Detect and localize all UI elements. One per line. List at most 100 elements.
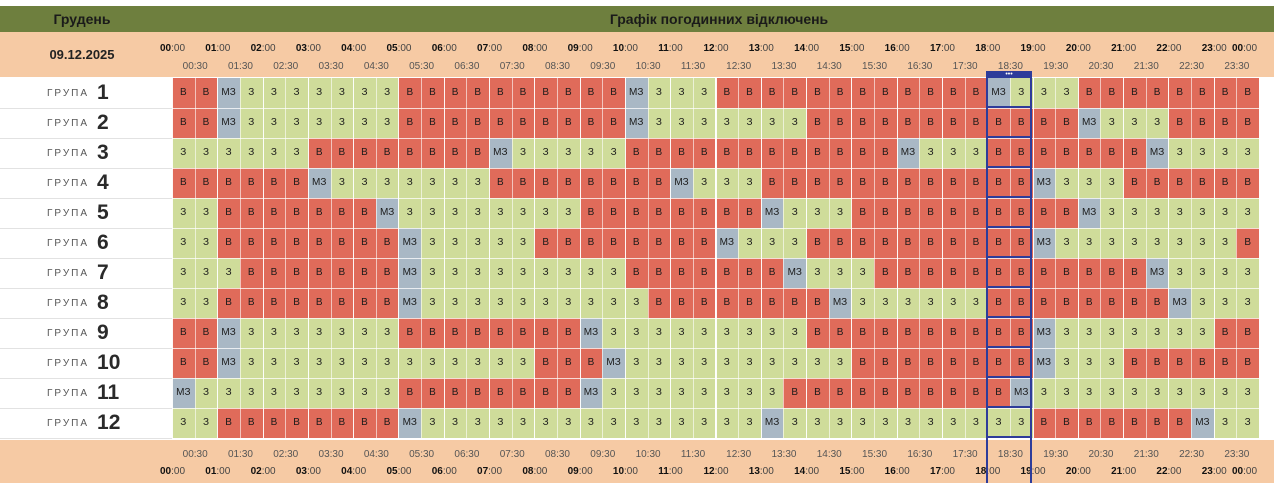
schedule-cell: В [783,78,807,108]
schedule-cell: В [1168,408,1192,438]
schedule-cell: МЗ [624,78,648,108]
group-word: ГРУПА [46,417,90,429]
schedule-cell: В [987,168,1010,198]
schedule-cell: З [647,378,671,408]
hour-label: 15:00 [839,43,865,54]
grid-hline [172,108,1259,109]
schedule-cell: В [1191,348,1214,378]
schedule-cell: З [874,408,897,438]
schedule-cell: МЗ [1191,408,1214,438]
grid-vline [783,78,785,440]
grid-vline [670,78,672,440]
schedule-cell: В [783,168,807,198]
schedule-cell: В [647,258,671,288]
schedule-cell: В [624,198,648,228]
schedule-cell: МЗ [579,378,603,408]
hour-label: 08:00 [522,43,548,54]
grid-vline [964,78,966,440]
schedule-cell: З [647,318,671,348]
schedule-cell: З [783,228,807,258]
schedule-cell: З [443,228,467,258]
schedule-cell: З [670,78,693,108]
current-time-row-bar [988,136,1030,138]
schedule-cell: В [285,288,308,318]
schedule-cell: З [1145,228,1169,258]
hour-label: 18:00 [975,466,1001,477]
schedule-cell: В [874,198,897,228]
hour-label: 00:00 [160,43,186,54]
schedule-cell: З [964,138,988,168]
grid-hline [172,228,1259,229]
hour-label: 10:00 [612,43,638,54]
schedule-cell: З [285,108,308,138]
schedule-cell: В [534,168,557,198]
schedule-cell: В [760,138,784,168]
current-time-row-bar [988,406,1030,408]
hour-label: 12:00 [703,43,729,54]
schedule-cell: З [489,198,512,228]
group-label: ГРУПА 12 [0,408,172,439]
schedule-cell: В [217,198,240,228]
schedule-cell: В [828,228,852,258]
schedule-cell: МЗ [489,138,512,168]
schedule-cell: З [172,228,195,258]
schedule-cell: В [1032,138,1056,168]
schedule-cell: З [194,138,218,168]
half-hour-label: 18:30 [997,61,1023,72]
group-number: 8 [97,291,109,314]
schedule-cell: В [1145,408,1169,438]
schedule-cell: З [715,318,739,348]
schedule-cell: В [511,78,535,108]
current-time-row-bar [988,376,1030,378]
schedule-cell: МЗ [760,408,784,438]
schedule-cell: З [239,108,263,138]
schedule-cell: В [262,258,286,288]
schedule-cell: З [828,258,852,288]
schedule-cell: В [172,168,195,198]
grid-vline [760,78,762,440]
schedule-cell: З [1100,108,1124,138]
schedule-cell: В [579,228,603,258]
schedule-cell: В [330,198,354,228]
schedule-cell: З [1055,78,1078,108]
schedule-cell: З [172,198,195,228]
hour-label: 20:00 [1065,43,1091,54]
schedule-cell: В [579,78,603,108]
schedule-cell: МЗ [217,108,240,138]
schedule-cell: В [783,138,807,168]
schedule-cell: З [194,378,218,408]
schedule-cell: В [874,318,897,348]
schedule-cell: З [262,378,286,408]
half-hour-label: 12:30 [726,449,752,460]
half-hour-label: 20:30 [1088,61,1114,72]
schedule-cell: З [828,198,852,228]
schedule-cell: В [1145,168,1169,198]
schedule-cell: З [1191,138,1214,168]
current-time-row-bar [988,346,1030,348]
schedule-cell: В [919,258,942,288]
group-label: ГРУПА 8 [0,288,172,319]
grid-vline [806,78,808,440]
schedule-cell: В [489,378,512,408]
group-number: 9 [97,321,109,344]
schedule-cell: З [1100,228,1124,258]
schedule-cell: В [1077,78,1101,108]
half-hour-label: 09:30 [590,61,616,72]
schedule-cell: З [738,348,761,378]
schedule-cell: З [602,318,625,348]
schedule-cell: З [1213,288,1237,318]
schedule-cell: З [194,258,218,288]
grid-hline [172,168,1259,169]
schedule-cell: З [1077,378,1101,408]
schedule-cell: В [896,258,920,288]
schedule-cell: В [1009,288,1033,318]
schedule-cell: З [1213,258,1237,288]
schedule-cell: В [443,378,467,408]
schedule-cell: В [1032,258,1056,288]
schedule-cell: В [353,258,376,288]
schedule-cell: З [217,258,240,288]
schedule-cell: З [1145,318,1169,348]
schedule-cell: З [285,138,308,168]
schedule-cell: З [353,348,376,378]
schedule-cell: В [556,168,580,198]
